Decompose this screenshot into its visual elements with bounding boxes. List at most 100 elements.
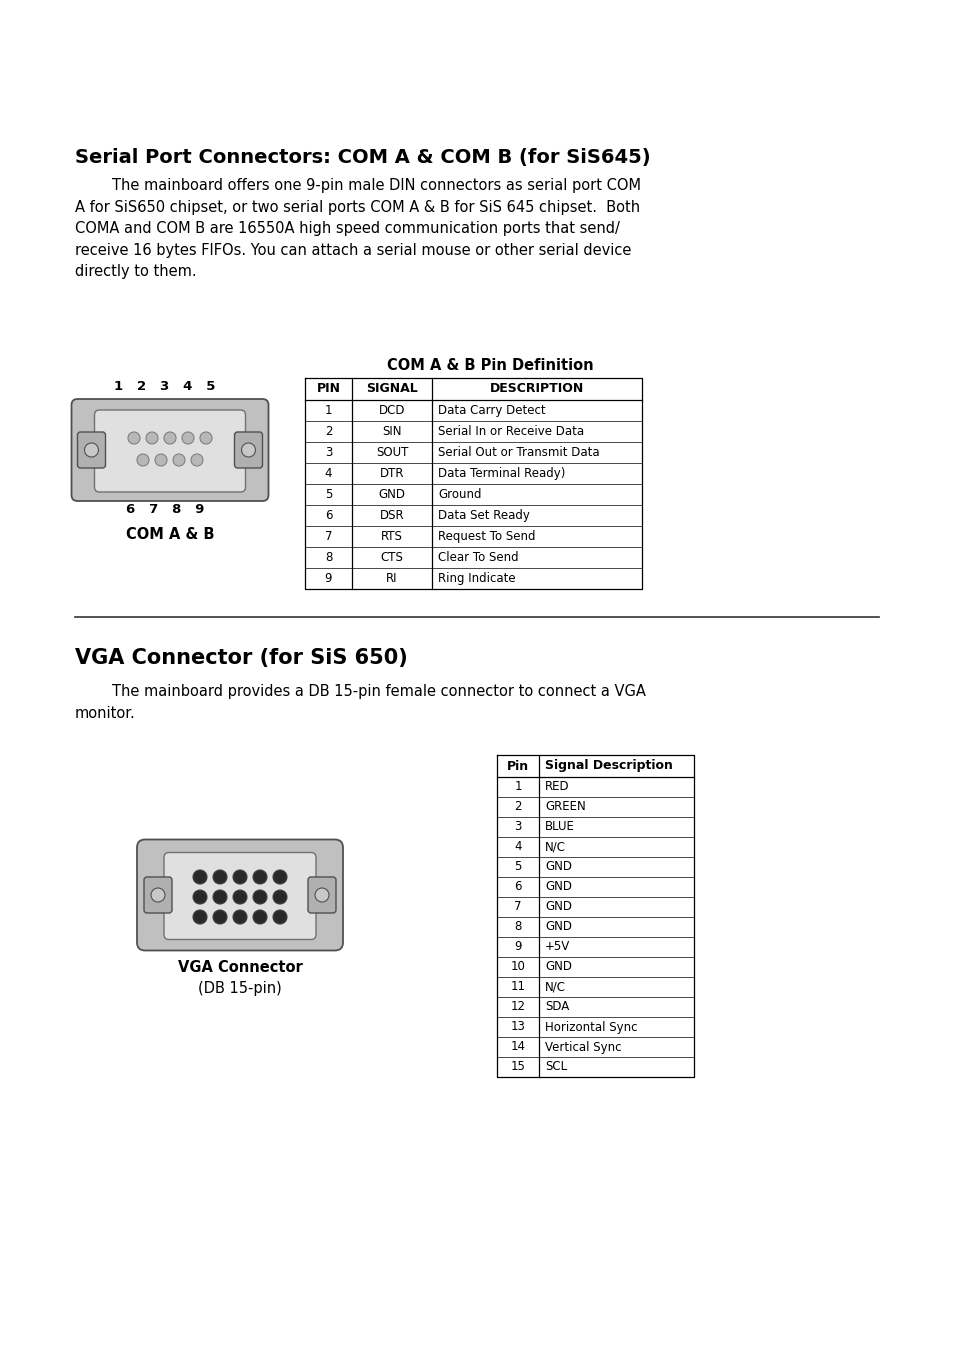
Circle shape: [193, 870, 207, 884]
Text: DSR: DSR: [379, 508, 404, 522]
Circle shape: [164, 432, 175, 444]
Circle shape: [193, 890, 207, 904]
Text: 12: 12: [510, 1001, 525, 1014]
Text: 2: 2: [324, 425, 332, 438]
Circle shape: [213, 911, 227, 924]
Circle shape: [193, 911, 207, 924]
Text: Vertical Sync: Vertical Sync: [544, 1041, 620, 1053]
Text: GND: GND: [544, 861, 572, 873]
FancyBboxPatch shape: [94, 410, 245, 492]
Text: GND: GND: [544, 881, 572, 893]
Circle shape: [200, 432, 212, 444]
Circle shape: [233, 870, 247, 884]
Circle shape: [151, 888, 165, 902]
Text: Serial Out or Transmit Data: Serial Out or Transmit Data: [437, 447, 599, 459]
Text: SOUT: SOUT: [375, 447, 408, 459]
Text: RI: RI: [386, 572, 397, 585]
Text: 2: 2: [514, 800, 521, 814]
Circle shape: [137, 455, 149, 465]
Circle shape: [213, 870, 227, 884]
Text: RED: RED: [544, 780, 569, 794]
Text: 3: 3: [324, 447, 332, 459]
Circle shape: [213, 890, 227, 904]
Text: 8: 8: [324, 551, 332, 564]
FancyBboxPatch shape: [144, 877, 172, 913]
Circle shape: [273, 890, 287, 904]
Text: 6: 6: [324, 508, 332, 522]
Text: Data Terminal Ready): Data Terminal Ready): [437, 467, 565, 480]
Text: GREEN: GREEN: [544, 800, 585, 814]
Text: N/C: N/C: [544, 981, 565, 994]
Text: Signal Description: Signal Description: [544, 760, 672, 772]
Text: GND: GND: [544, 960, 572, 974]
Text: 5: 5: [514, 861, 521, 873]
FancyBboxPatch shape: [164, 853, 315, 940]
FancyBboxPatch shape: [308, 877, 335, 913]
Circle shape: [253, 890, 267, 904]
Text: RTS: RTS: [380, 530, 402, 543]
Text: 3: 3: [514, 820, 521, 834]
Text: Serial Port Connectors: COM A & COM B (for SiS645): Serial Port Connectors: COM A & COM B (f…: [75, 148, 650, 167]
Text: Horizontal Sync: Horizontal Sync: [544, 1021, 637, 1033]
Text: 10: 10: [510, 960, 525, 974]
Text: The mainboard provides a DB 15-pin female connector to connect a VGA
monitor.: The mainboard provides a DB 15-pin femal…: [75, 685, 645, 721]
Text: 13: 13: [510, 1021, 525, 1033]
FancyBboxPatch shape: [71, 399, 268, 500]
Circle shape: [191, 455, 203, 465]
FancyBboxPatch shape: [234, 432, 262, 468]
Circle shape: [233, 911, 247, 924]
Text: VGA Connector: VGA Connector: [177, 960, 302, 975]
Text: GND: GND: [378, 488, 405, 500]
Circle shape: [85, 443, 98, 457]
Circle shape: [273, 870, 287, 884]
Text: COM A & B: COM A & B: [126, 527, 214, 542]
Text: DTR: DTR: [379, 467, 404, 480]
Circle shape: [253, 870, 267, 884]
Text: 1: 1: [324, 404, 332, 417]
Circle shape: [146, 432, 158, 444]
Text: 11: 11: [510, 981, 525, 994]
Circle shape: [172, 455, 185, 465]
FancyBboxPatch shape: [137, 839, 343, 951]
Text: DCD: DCD: [378, 404, 405, 417]
Text: Request To Send: Request To Send: [437, 530, 535, 543]
Text: 1: 1: [514, 780, 521, 794]
FancyBboxPatch shape: [77, 432, 106, 468]
Circle shape: [314, 888, 329, 902]
Text: DESCRIPTION: DESCRIPTION: [489, 382, 583, 395]
Text: 9: 9: [324, 572, 332, 585]
Text: Ring Indicate: Ring Indicate: [437, 572, 515, 585]
Text: Serial In or Receive Data: Serial In or Receive Data: [437, 425, 583, 438]
Text: GND: GND: [544, 920, 572, 933]
Text: +5V: +5V: [544, 940, 570, 954]
Text: 14: 14: [510, 1041, 525, 1053]
Text: SIGNAL: SIGNAL: [366, 382, 417, 395]
Text: PIN: PIN: [316, 382, 340, 395]
Text: The mainboard offers one 9-pin male DIN connectors as serial port COM
A for SiS6: The mainboard offers one 9-pin male DIN …: [75, 178, 640, 280]
Text: COM A & B Pin Definition: COM A & B Pin Definition: [386, 358, 593, 373]
Text: (DB 15-pin): (DB 15-pin): [198, 981, 281, 995]
Text: BLUE: BLUE: [544, 820, 575, 834]
Text: 8: 8: [514, 920, 521, 933]
Text: GND: GND: [544, 901, 572, 913]
Text: N/C: N/C: [544, 841, 565, 854]
Circle shape: [241, 443, 255, 457]
Text: 1   2   3   4   5: 1 2 3 4 5: [114, 381, 215, 393]
Circle shape: [273, 911, 287, 924]
Text: Ground: Ground: [437, 488, 481, 500]
Text: SIN: SIN: [382, 425, 401, 438]
Circle shape: [233, 890, 247, 904]
Circle shape: [128, 432, 140, 444]
Circle shape: [154, 455, 167, 465]
Text: CTS: CTS: [380, 551, 403, 564]
Text: Pin: Pin: [506, 760, 529, 772]
Text: 7: 7: [324, 530, 332, 543]
Circle shape: [253, 911, 267, 924]
Text: SCL: SCL: [544, 1060, 566, 1073]
Text: Data Carry Detect: Data Carry Detect: [437, 404, 545, 417]
Text: 4: 4: [514, 841, 521, 854]
Text: Clear To Send: Clear To Send: [437, 551, 518, 564]
Text: 6   7   8   9: 6 7 8 9: [126, 503, 204, 516]
Text: 7: 7: [514, 901, 521, 913]
Text: 4: 4: [324, 467, 332, 480]
